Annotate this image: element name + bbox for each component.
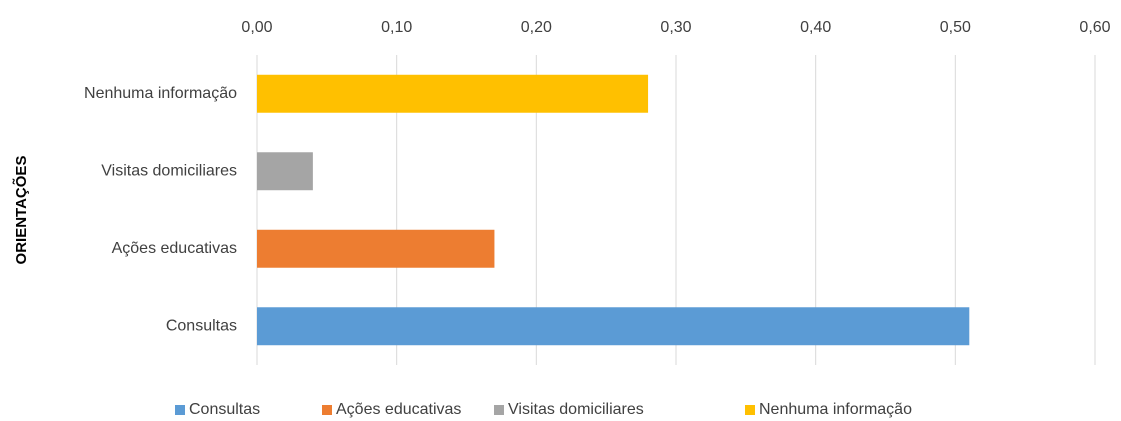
legend-label: Consultas bbox=[189, 401, 260, 418]
x-tick-label: 0,40 bbox=[800, 19, 831, 36]
y-tick-label: Nenhuma informação bbox=[84, 85, 237, 102]
bar bbox=[257, 152, 313, 191]
y-tick-label: Visitas domiciliares bbox=[101, 162, 237, 179]
x-tick-label: 0,20 bbox=[521, 19, 552, 36]
legend-label: Visitas domiciliares bbox=[508, 401, 644, 418]
bar bbox=[257, 229, 495, 268]
legend-swatch bbox=[322, 405, 332, 415]
x-tick-label: 0,60 bbox=[1079, 19, 1110, 36]
x-tick-label: 0,30 bbox=[660, 19, 691, 36]
x-tick-label: 0,00 bbox=[241, 19, 272, 36]
legend-label: Nenhuma informação bbox=[759, 401, 912, 418]
legend-label: Ações educativas bbox=[336, 401, 461, 418]
y-tick-label: Consultas bbox=[166, 317, 237, 334]
bar bbox=[257, 74, 649, 113]
bar bbox=[257, 307, 970, 346]
x-tick-label: 0,10 bbox=[381, 19, 412, 36]
legend-swatch bbox=[745, 405, 755, 415]
legend-swatch bbox=[494, 405, 504, 415]
y-axis-title: ORIENTAÇÕES bbox=[12, 156, 30, 265]
x-tick-label: 0,50 bbox=[940, 19, 971, 36]
legend-swatch bbox=[175, 405, 185, 415]
y-tick-label: Ações educativas bbox=[112, 240, 237, 257]
